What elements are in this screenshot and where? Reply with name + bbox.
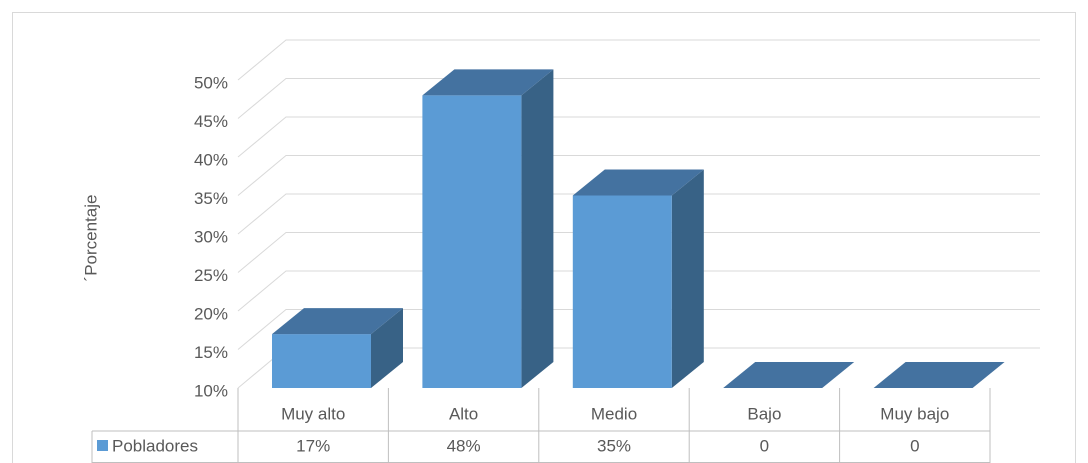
- grid-line: [237, 193, 1040, 235]
- y-tick-label: 40%: [194, 150, 228, 169]
- x-tick-label: Muy bajo: [880, 404, 949, 423]
- y-tick-label: 30%: [194, 227, 228, 246]
- bar-top: [272, 308, 403, 335]
- y-tick-label: 15%: [194, 343, 228, 362]
- grid-line: [237, 155, 1040, 196]
- bar: [272, 308, 403, 388]
- y-tick-label: 45%: [194, 112, 228, 131]
- y-tick-label: 20%: [194, 304, 228, 323]
- bar-side: [671, 169, 704, 388]
- y-tick-label: 25%: [194, 266, 228, 285]
- data-label: 48%: [447, 436, 481, 455]
- bar-top: [572, 169, 704, 196]
- x-tick-label: Alto: [449, 404, 478, 423]
- bar: [873, 362, 1005, 388]
- grid-line: [237, 39, 1040, 81]
- legend-swatch: [97, 440, 108, 451]
- bar-side: [521, 69, 554, 389]
- y-tick-label: 50%: [194, 73, 228, 92]
- y-tick-label: 35%: [194, 189, 228, 208]
- grid-line: [237, 78, 1040, 119]
- data-label: 0: [910, 436, 919, 455]
- data-label: 35%: [597, 436, 631, 455]
- bar-top: [422, 69, 554, 96]
- bar: [422, 69, 554, 389]
- grid-line: [237, 309, 1040, 350]
- y-axis-label: ´Porcentaje: [81, 195, 100, 282]
- grid-line: [237, 116, 1040, 158]
- y-tick-label: 10%: [194, 381, 228, 400]
- legend-label: Pobladores: [112, 436, 198, 455]
- bar: [723, 362, 855, 388]
- bar-front: [572, 195, 672, 388]
- bar: [572, 169, 704, 388]
- bar-top: [873, 362, 1005, 388]
- bar-side: [371, 308, 403, 388]
- grid-line: [237, 232, 1040, 273]
- grid-line: [237, 270, 1040, 312]
- bar-front: [272, 334, 371, 388]
- bar-front: [422, 95, 522, 389]
- x-tick-label: Bajo: [747, 404, 781, 423]
- x-tick-label: Medio: [591, 404, 637, 423]
- data-label: 0: [760, 436, 769, 455]
- x-tick-label: Muy alto: [281, 404, 345, 423]
- data-label: 17%: [296, 436, 330, 455]
- bar-top: [723, 362, 855, 388]
